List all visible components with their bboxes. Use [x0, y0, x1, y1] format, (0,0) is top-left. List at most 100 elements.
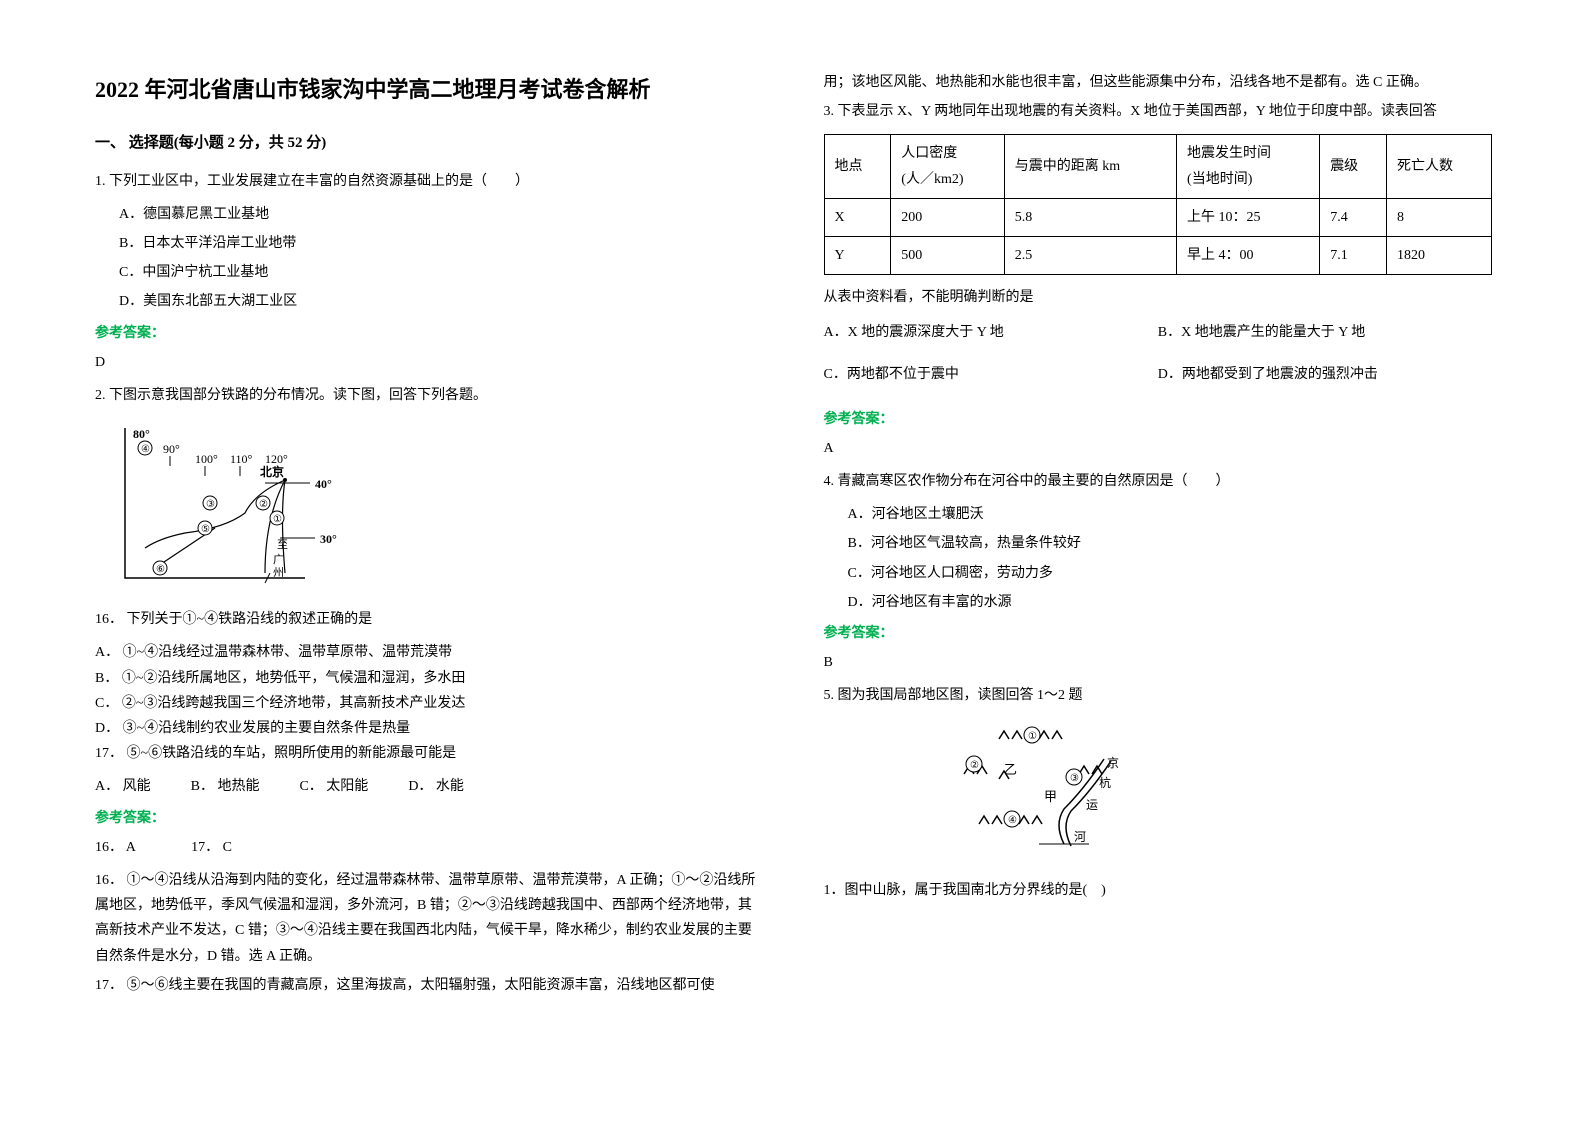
dmarker-2: ②	[970, 760, 979, 771]
q4-answer: B	[824, 650, 1493, 675]
lat-30: 30°	[320, 532, 337, 546]
q3-option-a: A．X 地的震源深度大于 Y 地	[824, 320, 1158, 345]
lat-40: 40°	[315, 477, 332, 491]
table-row-y: Y 500 2.5 早上 4：00 7.1 1820	[824, 236, 1492, 274]
page-container: 2022 年河北省唐山市钱家沟中学高二地理月考试卷含解析 一、 选择题(每小题 …	[95, 70, 1492, 1002]
cell-x-4: 7.4	[1320, 198, 1387, 236]
q2-sub17-stem: 17． ⑤~⑥铁路沿线的车站，照明所使用的新能源最可能是	[95, 741, 764, 766]
q5-sub1: 1．图中山脉，属于我国南北方分界线的是( )	[824, 878, 1493, 903]
cell-y-4: 7.1	[1320, 236, 1387, 274]
q3-options-2: C．两地都不位于震中 D．两地都受到了地震波的强烈冲击	[824, 362, 1493, 393]
q2-sub16-d: D． ③~④沿线制约农业发展的主要自然条件是热量	[95, 716, 764, 741]
th-location: 地点	[824, 135, 891, 198]
th-time: 地震发生时间(当地时间)	[1177, 135, 1320, 198]
label-he: 河	[1074, 830, 1086, 844]
lon-110: 110°	[230, 452, 253, 466]
city-guangzhou-z: 州	[273, 567, 284, 579]
dmarker-4: ④	[1008, 815, 1017, 826]
q2-answer-label: 参考答案：	[95, 806, 764, 831]
question-3-stem: 3. 下表显示 X、Y 两地同年出现地震的有关资料。X 地位于美国西部，Y 地位…	[824, 99, 1493, 124]
lon-90: 90°	[163, 442, 180, 456]
marker-5: ⑤	[201, 524, 210, 535]
cell-y-0: Y	[824, 236, 891, 274]
q2-sub16-stem: 16． 下列关于①~④铁路沿线的叙述正确的是	[95, 607, 764, 632]
lon-100: 100°	[195, 452, 218, 466]
railway-map-svg: 80° 90° 100° 110° 120° 40° 30° 北京	[115, 418, 345, 588]
q2-sub17-options: A． 风能 B． 地热能 C． 太阳能 D． 水能	[95, 774, 764, 799]
cell-x-5: 8	[1386, 198, 1491, 236]
q1-option-a: A．德国慕尼黑工业基地	[95, 202, 764, 227]
cell-x-3: 上午 10：25	[1177, 198, 1320, 236]
q3-answer-label: 参考答案：	[824, 407, 1493, 432]
col2-continuation: 用；该地区风能、地热能和水能也很丰富，但这些能源集中分布，沿线各地不是都有。选 …	[824, 70, 1493, 95]
question-2-stem: 2. 下图示意我国部分铁路的分布情况。读下图，回答下列各题。	[95, 383, 764, 408]
cell-x-0: X	[824, 198, 891, 236]
th-magnitude: 震级	[1320, 135, 1387, 198]
cell-x-2: 5.8	[1004, 198, 1176, 236]
right-column: 用；该地区风能、地热能和水能也很丰富，但这些能源集中分布，沿线各地不是都有。选 …	[824, 70, 1493, 1002]
question-5-stem: 5. 图为我国局部地区图，读图回答 1～2 题	[824, 683, 1493, 708]
exam-title: 2022 年河北省唐山市钱家沟中学高二地理月考试卷含解析	[95, 70, 764, 110]
q1-option-c: C．中国沪宁杭工业基地	[95, 260, 764, 285]
table-header-row: 地点 人口密度(人／km2) 与震中的距离 km 地震发生时间(当地时间) 震级…	[824, 135, 1492, 198]
city-guangzhou-g: 广	[273, 553, 284, 566]
cell-y-1: 500	[891, 236, 1004, 274]
q2-sub16-a: A． ①~④沿线经过温带森林带、温带草原带、温带荒漠带	[95, 640, 764, 665]
q1-answer-label: 参考答案：	[95, 321, 764, 346]
lon-80: 80°	[133, 427, 150, 441]
q2-sub16-b: B． ①~②沿线所属地区，地势低平，气候温和湿润，多水田	[95, 666, 764, 691]
dmarker-3: ③	[1070, 773, 1079, 784]
q4-answer-label: 参考答案：	[824, 621, 1493, 646]
q2-sub17-d: D． 水能	[408, 774, 464, 799]
region-svg: ① ② 乙 ③ ④ 京 杭 运 河	[944, 719, 1164, 859]
q4-option-d: D．河谷地区有丰富的水源	[824, 590, 1493, 615]
label-yun: 运	[1086, 798, 1098, 812]
marker-6: ⑥	[156, 564, 165, 575]
q3-options: A．X 地的震源深度大于 Y 地 B．X 地地震产生的能量大于 Y 地	[824, 320, 1493, 351]
q4-option-b: B．河谷地区气温较高，热量条件较好	[824, 531, 1493, 556]
marker-2: ②	[259, 499, 268, 510]
section-1-header: 一、 选择题(每小题 2 分，共 52 分)	[95, 130, 764, 157]
region-diagram: ① ② 乙 ③ ④ 京 杭 运 河	[944, 719, 1493, 868]
label-jia: 甲	[1044, 789, 1057, 804]
lon-120: 120°	[265, 452, 288, 466]
q3-option-d: D．两地都受到了地震波的强烈冲击	[1158, 362, 1492, 387]
q1-option-d: D．美国东北部五大湖工业区	[95, 289, 764, 314]
label-hang: 杭	[1099, 775, 1111, 790]
cell-y-3: 早上 4：00	[1177, 236, 1320, 274]
zhi-label: 至	[277, 539, 288, 551]
cell-y-5: 1820	[1386, 236, 1491, 274]
th-deaths: 死亡人数	[1386, 135, 1491, 198]
q3-option-b: B．X 地地震产生的能量大于 Y 地	[1158, 320, 1492, 345]
cell-y-2: 2.5	[1004, 236, 1176, 274]
marker-1: ①	[273, 514, 282, 525]
dmarker-1: ①	[1028, 731, 1037, 742]
label-jing: 京	[1107, 756, 1119, 770]
q3-after-table: 从表中资料看，不能明确判断的是	[824, 285, 1493, 310]
q2-sub16-c: C． ②~③沿线跨越我国三个经济地带，其高新技术产业发达	[95, 691, 764, 716]
marker-4: ④	[141, 444, 150, 455]
question-1-stem: 1. 下列工业区中，工业发展建立在丰富的自然资源基础上的是（ ）	[95, 169, 764, 194]
q2-sub17-c: C． 太阳能	[299, 774, 368, 799]
cell-x-1: 200	[891, 198, 1004, 236]
q1-answer: D	[95, 350, 764, 375]
q2-explain-17: 17． ⑤～⑥线主要在我国的青藏高原，这里海拔高，太阳辐射强，太阳能资源丰富，沿…	[95, 973, 764, 998]
left-column: 2022 年河北省唐山市钱家沟中学高二地理月考试卷含解析 一、 选择题(每小题 …	[95, 70, 764, 1002]
question-4-stem: 4. 青藏高寒区农作物分布在河谷中的最主要的自然原因是（ ）	[824, 469, 1493, 494]
marker-3: ③	[206, 499, 215, 510]
th-distance: 与震中的距离 km	[1004, 135, 1176, 198]
label-yi: 乙	[1004, 762, 1017, 777]
railway-map-figure: 80° 90° 100° 110° 120° 40° 30° 北京	[115, 418, 764, 597]
q4-option-c: C．河谷地区人口稠密，劳动力多	[824, 561, 1493, 586]
q2-answer-line: 16． A 17． C	[95, 835, 764, 860]
q2-explain-16: 16． ①～④沿线从沿海到内陆的变化，经过温带森林带、温带草原带、温带荒漠带，A…	[95, 868, 764, 969]
q2-sub17-a: A． 风能	[95, 774, 151, 799]
earthquake-table: 地点 人口密度(人／km2) 与震中的距离 km 地震发生时间(当地时间) 震级…	[824, 134, 1493, 275]
th-density: 人口密度(人／km2)	[891, 135, 1004, 198]
q2-sub17-b: B． 地热能	[191, 774, 260, 799]
q1-option-b: B．日本太平洋沿岸工业地带	[95, 231, 764, 256]
q4-option-a: A．河谷地区土壤肥沃	[824, 502, 1493, 527]
q3-option-c: C．两地都不位于震中	[824, 362, 1158, 387]
table-row-x: X 200 5.8 上午 10：25 7.4 8	[824, 198, 1492, 236]
city-beijing: 北京	[260, 464, 284, 479]
